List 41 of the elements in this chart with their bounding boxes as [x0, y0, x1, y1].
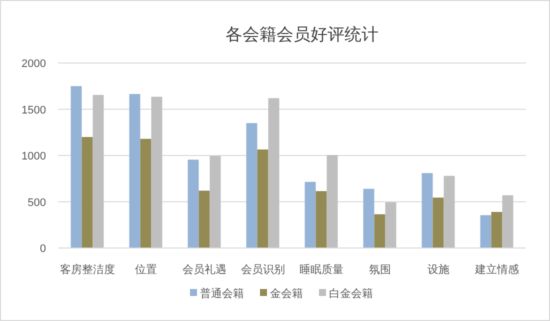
y-tick-label: 1000 [22, 150, 46, 162]
chart-title: 各会籍会员好评统计 [226, 25, 378, 44]
bar [151, 96, 162, 248]
bar [491, 212, 502, 248]
legend-label: 白金会籍 [329, 288, 373, 300]
bar [502, 195, 514, 248]
bar [129, 94, 140, 248]
bar [480, 215, 492, 248]
x-tick-label: 睡眠质量 [299, 263, 344, 276]
x-tick-label: 建立情感 [474, 263, 519, 276]
y-tick-label: 0 [40, 243, 46, 255]
y-tick-label: 2000 [22, 58, 46, 70]
x-tick-label: 设施 [427, 263, 450, 276]
bar [444, 176, 455, 248]
bar [304, 182, 316, 248]
bar [82, 137, 93, 248]
bar [188, 160, 199, 248]
bar [140, 138, 152, 248]
x-tick-label: 氛围 [368, 264, 391, 276]
y-tick-label: 1500 [22, 104, 46, 116]
legend-label: 普通会籍 [200, 287, 244, 300]
bar [198, 190, 210, 248]
bar [92, 94, 104, 248]
bar [268, 98, 280, 248]
x-tick-label: 位置 [134, 264, 157, 276]
bar [70, 86, 82, 248]
bar [385, 202, 396, 248]
bar [422, 173, 433, 248]
x-tick-label: 会员礼遇 [182, 263, 226, 276]
bar [363, 188, 374, 248]
bar [326, 155, 338, 248]
x-tick-label: 会员识别 [240, 264, 285, 276]
y-tick-label: 500 [28, 196, 46, 209]
bar [374, 214, 386, 248]
bar [210, 156, 221, 248]
bar [257, 149, 268, 248]
bar [432, 198, 444, 248]
legend-label: 金会籍 [270, 288, 303, 300]
bar [316, 191, 327, 248]
x-tick-label: 客房整洁度 [60, 263, 115, 276]
bar [246, 123, 258, 248]
